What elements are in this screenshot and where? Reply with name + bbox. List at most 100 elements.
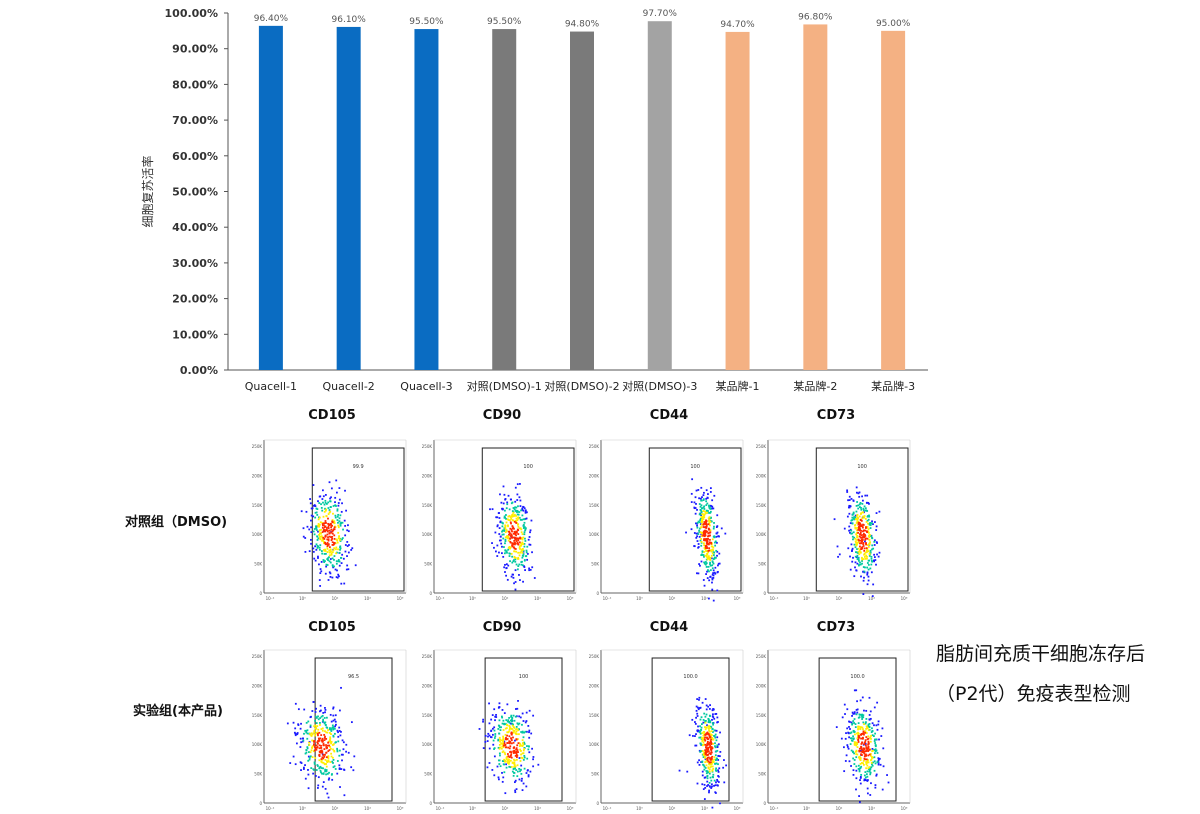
scatter-point	[857, 504, 860, 507]
scatter-point	[506, 738, 509, 740]
scatter-point	[705, 573, 707, 575]
scatter-point	[310, 507, 313, 510]
scatter-point	[881, 788, 884, 791]
scatter-point	[711, 806, 714, 809]
scatter-point	[863, 570, 866, 573]
scatter-point	[340, 582, 343, 585]
scatter-point	[313, 749, 316, 752]
scatter-point	[854, 726, 857, 729]
scatter-point	[864, 537, 867, 540]
scatter-point	[851, 739, 854, 742]
scatter-point	[880, 735, 883, 737]
scatter-point	[507, 759, 509, 762]
scatter-point	[495, 716, 498, 718]
scatter-point	[855, 486, 858, 489]
scatter-point	[509, 498, 512, 501]
scatter-point	[857, 522, 860, 525]
scatter-point	[853, 712, 856, 715]
scatter-point	[866, 759, 869, 762]
scatter-point	[312, 547, 315, 550]
scatter-point	[326, 557, 329, 560]
gate-value: 100	[857, 464, 867, 470]
scatter-point	[509, 535, 512, 537]
scatter-point	[858, 736, 861, 739]
scatter-point	[871, 722, 874, 725]
scatter-point	[511, 525, 514, 527]
scatter-point	[332, 706, 335, 709]
scatter-point	[712, 708, 715, 711]
flow-y-tick-label: 50K	[591, 562, 599, 567]
scatter-point	[334, 768, 337, 770]
data-label: 96.40%	[254, 14, 289, 24]
scatter-point	[509, 759, 512, 762]
scatter-point	[866, 566, 869, 569]
scatter-point	[850, 529, 853, 532]
scatter-point	[314, 505, 317, 508]
scatter-point	[317, 734, 319, 737]
scatter-point	[871, 548, 873, 551]
scatter-point	[705, 726, 708, 729]
scatter-point	[317, 537, 320, 540]
scatter-point	[308, 550, 311, 553]
scatter-point	[868, 766, 871, 768]
scatter-point	[505, 517, 507, 520]
scatter-point	[336, 760, 339, 762]
scatter-point	[701, 507, 704, 509]
scatter-point	[869, 549, 872, 552]
scatter-point	[694, 496, 697, 499]
scatter-point	[505, 507, 508, 510]
scatter-point	[511, 536, 514, 539]
scatter-point	[702, 518, 705, 520]
scatter-point	[698, 503, 701, 505]
scatter-point	[513, 546, 515, 549]
scatter-point	[331, 726, 334, 729]
scatter-point	[516, 493, 519, 496]
scatter-point	[873, 544, 876, 546]
scatter-point	[338, 520, 341, 523]
scatter-point	[697, 572, 700, 575]
scatter-point	[701, 550, 704, 553]
scatter-point	[532, 758, 535, 761]
gate-value: 100	[690, 464, 700, 470]
scatter-point	[511, 542, 514, 545]
scatter-point	[849, 568, 852, 571]
scatter-point	[510, 552, 513, 555]
scatter-point	[715, 541, 718, 544]
scatter-point	[701, 737, 704, 740]
scatter-point	[708, 512, 711, 514]
scatter-point	[334, 496, 337, 499]
scatter-point	[509, 722, 512, 725]
scatter-point	[310, 749, 313, 752]
scatter-point	[331, 541, 334, 544]
scatter-point	[316, 746, 319, 748]
scatter-point	[697, 729, 700, 732]
scatter-point	[846, 489, 849, 492]
scatter-point	[328, 771, 330, 774]
scatter-point	[337, 526, 340, 529]
scatter-point	[322, 711, 325, 714]
scatter-point	[860, 726, 862, 729]
scatter-point	[350, 766, 353, 769]
scatter-point	[514, 558, 517, 561]
scatter-point	[714, 742, 716, 745]
scatter-point	[718, 552, 721, 555]
scatter-point	[870, 535, 872, 537]
scatter-point	[874, 784, 877, 786]
scatter-point	[299, 737, 302, 740]
scatter-point	[507, 753, 509, 755]
scatter-point	[704, 761, 707, 764]
scatter-point	[709, 746, 711, 749]
scatter-point	[869, 522, 872, 524]
scatter-point	[859, 747, 862, 750]
scatter-point	[318, 563, 320, 566]
scatter-point	[843, 527, 846, 530]
scatter-point	[875, 512, 878, 514]
scatter-point	[693, 501, 696, 504]
scatter-point	[859, 539, 862, 542]
flow-y-tick-label: 0	[596, 591, 599, 596]
scatter-point	[323, 755, 326, 758]
scatter-point	[337, 524, 340, 527]
scatter-point	[514, 581, 517, 583]
scatter-point	[504, 531, 507, 534]
